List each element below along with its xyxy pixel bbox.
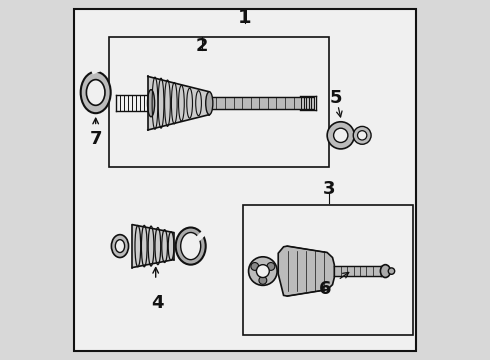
Ellipse shape bbox=[353, 126, 371, 144]
Ellipse shape bbox=[206, 92, 213, 114]
Ellipse shape bbox=[147, 90, 155, 117]
Bar bbox=[109, 37, 329, 167]
Text: 2: 2 bbox=[196, 37, 208, 55]
Ellipse shape bbox=[81, 72, 111, 113]
Circle shape bbox=[259, 276, 267, 284]
Ellipse shape bbox=[115, 240, 124, 252]
Text: 7: 7 bbox=[90, 130, 102, 148]
Ellipse shape bbox=[181, 233, 201, 260]
Ellipse shape bbox=[334, 128, 348, 143]
Text: 6: 6 bbox=[319, 280, 332, 298]
Bar bbox=[243, 205, 413, 336]
Circle shape bbox=[248, 257, 277, 285]
Polygon shape bbox=[148, 76, 209, 130]
Text: 1: 1 bbox=[238, 8, 252, 27]
Ellipse shape bbox=[176, 228, 206, 265]
Polygon shape bbox=[132, 225, 173, 267]
Text: 3: 3 bbox=[323, 180, 335, 198]
Text: 5: 5 bbox=[330, 89, 343, 107]
Ellipse shape bbox=[111, 235, 128, 257]
Text: 4: 4 bbox=[151, 294, 164, 312]
Circle shape bbox=[267, 262, 275, 270]
Ellipse shape bbox=[358, 131, 367, 140]
Ellipse shape bbox=[327, 122, 354, 149]
Circle shape bbox=[251, 262, 259, 270]
Ellipse shape bbox=[86, 80, 105, 105]
Ellipse shape bbox=[380, 265, 391, 278]
Circle shape bbox=[388, 268, 394, 274]
Circle shape bbox=[256, 265, 270, 278]
Polygon shape bbox=[278, 246, 334, 296]
